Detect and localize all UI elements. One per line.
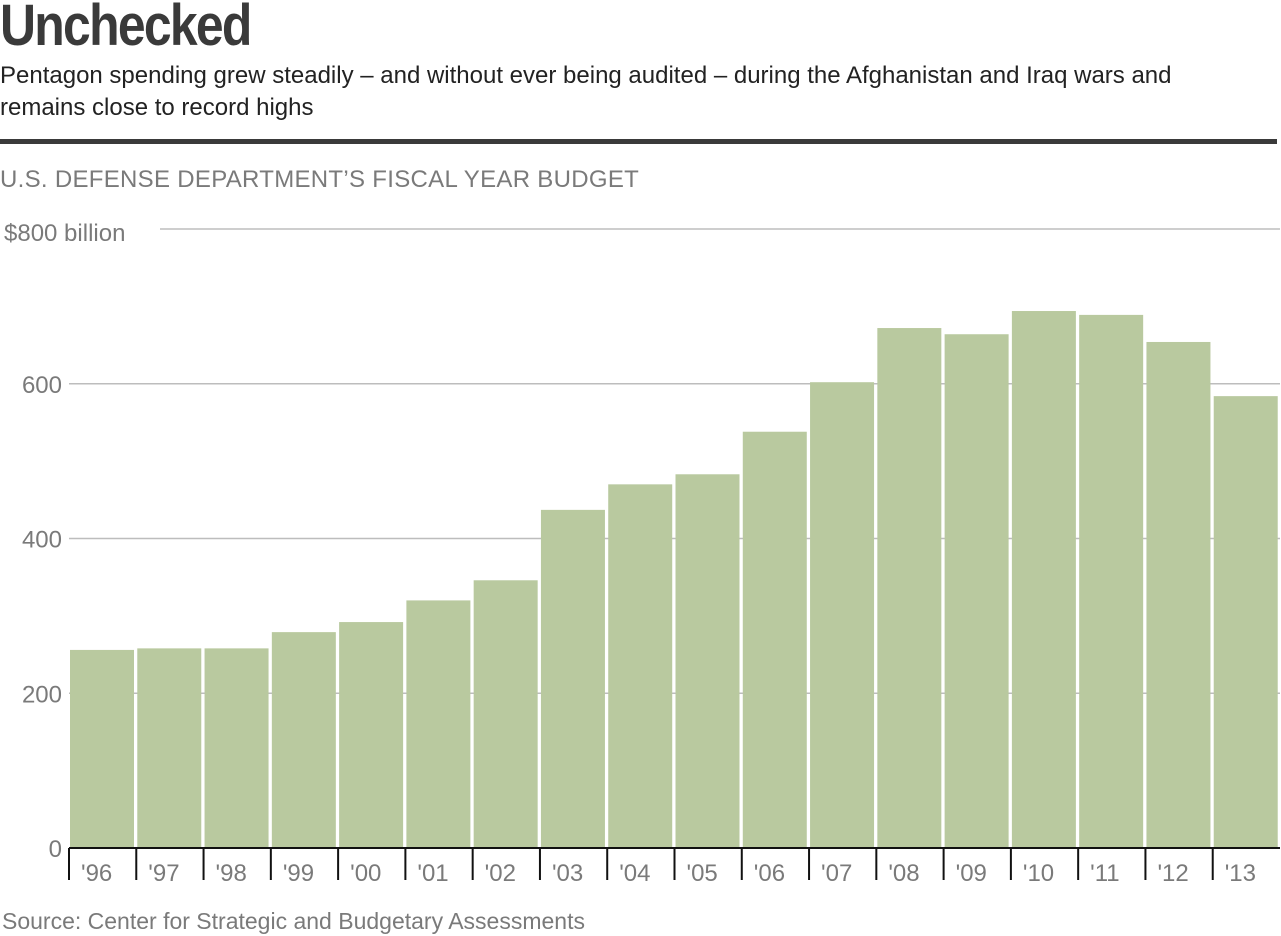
x-tick-label: '04 xyxy=(619,860,650,887)
x-tick-label: '10 xyxy=(1023,860,1054,887)
bar-97 xyxy=(137,648,202,848)
y-tick-label: 400 xyxy=(22,527,62,554)
bar-07 xyxy=(810,382,875,848)
bar-99 xyxy=(271,632,336,848)
bar-chart: 0 200 400 600 $800 billion '96 '97 '98 '99 '00 '01… xyxy=(4,220,1280,887)
grid-lines xyxy=(69,228,1280,694)
x-tick-label: '11 xyxy=(1090,860,1120,887)
y-tick-label: $800 billion xyxy=(4,220,125,247)
bar-13 xyxy=(1213,396,1278,848)
bar-00 xyxy=(339,622,404,848)
x-tick-label: '07 xyxy=(821,860,852,887)
bar-96 xyxy=(70,649,134,848)
title-divider xyxy=(0,139,1277,144)
y-tick-label: 600 xyxy=(22,372,62,399)
x-tick-label: '99 xyxy=(283,860,314,887)
x-tick-label: '02 xyxy=(485,860,516,887)
x-tick-label: '03 xyxy=(552,860,583,887)
axis-labels: 0 200 400 600 $800 billion '96 '97 '98 '99 '00 '01… xyxy=(4,220,1256,887)
bar-10 xyxy=(1011,311,1076,849)
bar-01 xyxy=(406,600,471,848)
y-tick-label: 0 xyxy=(49,836,62,863)
bar-06 xyxy=(742,431,807,848)
x-tick-label: '13 xyxy=(1225,860,1256,887)
x-tick-label: '98 xyxy=(216,860,247,887)
bars xyxy=(70,311,1278,849)
bar-05 xyxy=(675,474,740,848)
x-tick-label: '09 xyxy=(956,860,987,887)
x-tick-label: '12 xyxy=(1157,860,1188,887)
x-tick-label: '06 xyxy=(754,860,785,887)
x-axis xyxy=(68,847,1280,880)
bar-02 xyxy=(473,580,538,848)
x-tick-label: '96 xyxy=(81,860,112,887)
x-tick-label: '05 xyxy=(687,860,718,887)
bar-03 xyxy=(540,509,605,848)
bar-04 xyxy=(608,484,673,848)
bar-09 xyxy=(944,334,1009,849)
y-tick-label: 200 xyxy=(22,681,62,708)
bar-98 xyxy=(204,648,269,848)
bar-08 xyxy=(877,328,942,848)
chart-label: U.S. DEFENSE DEPARTMENT’S FISCAL YEAR BU… xyxy=(0,166,640,193)
source-note: Source: Center for Strategic and Budgeta… xyxy=(2,908,585,934)
chart-title: Unchecked xyxy=(0,0,252,58)
x-tick-label: '00 xyxy=(350,860,381,887)
x-tick-label: '97 xyxy=(148,860,179,887)
x-tick-label: '08 xyxy=(888,860,919,887)
x-tick-label: '01 xyxy=(417,860,448,887)
chart-subtitle: Pentagon spending grew steadily – and wi… xyxy=(0,62,1172,121)
bar-11 xyxy=(1079,314,1144,849)
bar-12 xyxy=(1146,341,1211,848)
